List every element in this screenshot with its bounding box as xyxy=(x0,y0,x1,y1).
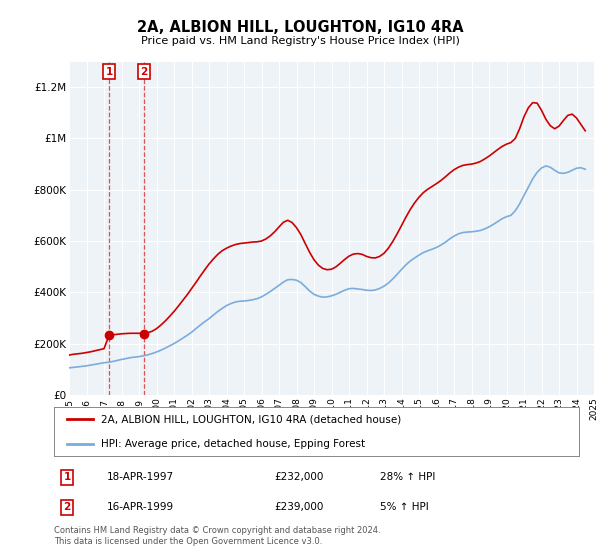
Text: 28% ↑ HPI: 28% ↑ HPI xyxy=(380,472,435,482)
Text: HPI: Average price, detached house, Epping Forest: HPI: Average price, detached house, Eppi… xyxy=(101,439,365,449)
Text: 1: 1 xyxy=(64,472,71,482)
Text: 5% ↑ HPI: 5% ↑ HPI xyxy=(380,502,428,512)
Text: £239,000: £239,000 xyxy=(275,502,324,512)
Text: 2: 2 xyxy=(64,502,71,512)
Text: £232,000: £232,000 xyxy=(275,472,324,482)
Text: 18-APR-1997: 18-APR-1997 xyxy=(107,472,173,482)
Text: Contains HM Land Registry data © Crown copyright and database right 2024.
This d: Contains HM Land Registry data © Crown c… xyxy=(54,526,380,546)
Text: 16-APR-1999: 16-APR-1999 xyxy=(107,502,173,512)
Text: 2A, ALBION HILL, LOUGHTON, IG10 4RA (detached house): 2A, ALBION HILL, LOUGHTON, IG10 4RA (det… xyxy=(101,414,401,424)
Text: 2A, ALBION HILL, LOUGHTON, IG10 4RA: 2A, ALBION HILL, LOUGHTON, IG10 4RA xyxy=(137,20,463,35)
Text: 1: 1 xyxy=(106,67,113,77)
Text: 2: 2 xyxy=(140,67,148,77)
Text: Price paid vs. HM Land Registry's House Price Index (HPI): Price paid vs. HM Land Registry's House … xyxy=(140,36,460,46)
